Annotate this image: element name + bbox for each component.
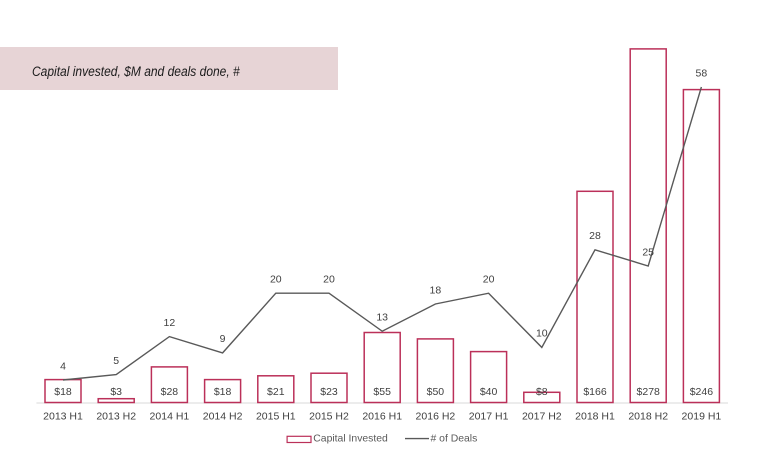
svg-text:2016 H2: 2016 H2	[416, 411, 456, 423]
svg-text:2018 H1: 2018 H1	[575, 411, 615, 423]
svg-text:2017 H2: 2017 H2	[522, 411, 562, 423]
svg-text:$18: $18	[214, 386, 232, 398]
svg-text:4: 4	[60, 360, 66, 372]
svg-text:2017 H1: 2017 H1	[469, 411, 509, 423]
svg-text:2019 H1: 2019 H1	[682, 411, 722, 423]
svg-text:$28: $28	[161, 386, 179, 398]
svg-text:$246: $246	[690, 386, 714, 398]
svg-text:2016 H1: 2016 H1	[362, 411, 402, 423]
svg-text:5: 5	[113, 355, 119, 367]
svg-text:28: 28	[589, 230, 601, 242]
svg-text:2018 H2: 2018 H2	[628, 411, 668, 423]
svg-text:$166: $166	[583, 386, 607, 398]
svg-text:25: 25	[642, 246, 654, 258]
svg-text:2013 H1: 2013 H1	[43, 411, 83, 423]
svg-text:$23: $23	[320, 386, 338, 398]
svg-text:2015 H2: 2015 H2	[309, 411, 349, 423]
svg-text:2014 H2: 2014 H2	[203, 411, 243, 423]
svg-text:$278: $278	[637, 386, 661, 398]
svg-text:20: 20	[270, 274, 282, 286]
svg-text:$18: $18	[54, 386, 72, 398]
svg-text:9: 9	[220, 333, 226, 345]
svg-text:Capital Invested: Capital Invested	[313, 434, 388, 445]
svg-text:2015 H1: 2015 H1	[256, 411, 296, 423]
svg-text:2014 H1: 2014 H1	[150, 411, 190, 423]
svg-text:10: 10	[536, 328, 548, 340]
svg-text:# of Deals: # of Deals	[431, 434, 478, 445]
svg-text:58: 58	[696, 67, 708, 79]
svg-text:18: 18	[430, 284, 442, 296]
svg-text:20: 20	[323, 274, 335, 286]
svg-text:$50: $50	[427, 386, 445, 398]
svg-text:20: 20	[483, 274, 495, 286]
svg-text:$21: $21	[267, 386, 285, 398]
svg-text:$40: $40	[480, 386, 498, 398]
svg-text:$3: $3	[110, 386, 122, 398]
svg-text:13: 13	[376, 312, 388, 324]
svg-text:$55: $55	[373, 386, 391, 398]
svg-text:$8: $8	[536, 386, 548, 398]
svg-text:2013 H2: 2013 H2	[96, 411, 136, 423]
svg-text:12: 12	[164, 317, 176, 329]
